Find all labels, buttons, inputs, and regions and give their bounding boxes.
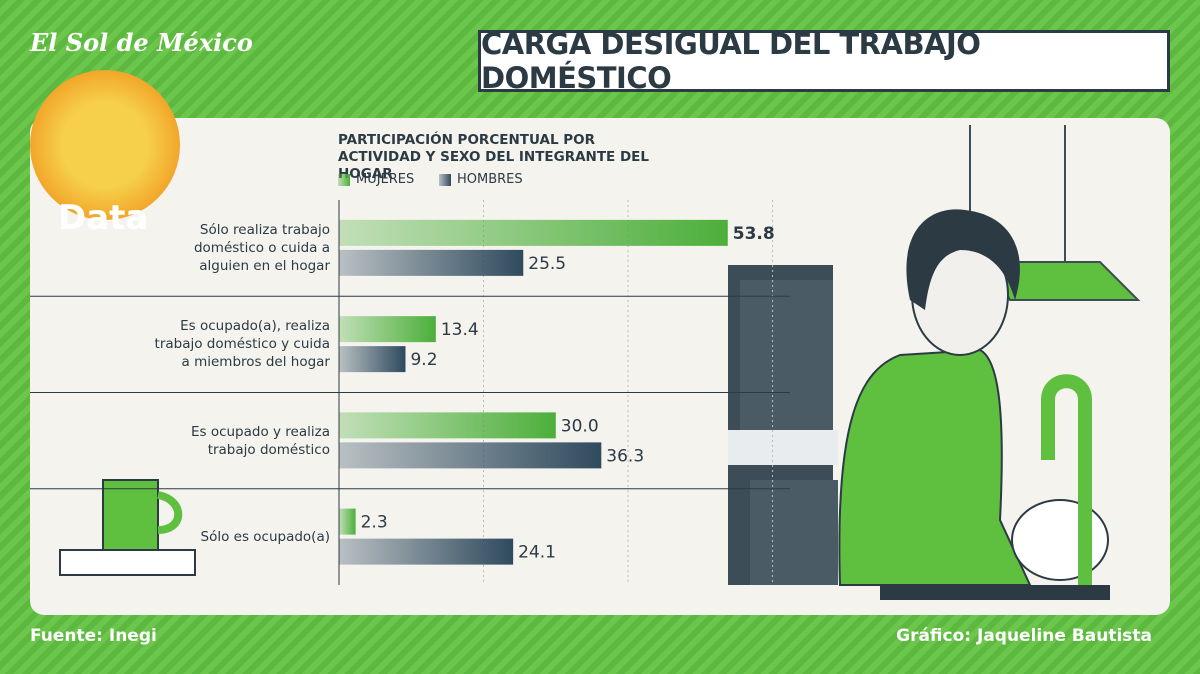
value-label: 25.5 [528,254,566,274]
legend-label: MUJERES [356,172,415,187]
value-label: 24.1 [518,543,556,563]
section: Data [58,198,149,238]
category-label: Es ocupado y realiza trabajo doméstico [190,423,330,458]
category-label: Sólo es ocupado(a) [200,528,330,545]
bar [339,316,436,343]
value-label: 36.3 [606,446,644,466]
illustration [59,125,1141,600]
value-label: 2.3 [361,513,388,533]
value-label: 53.8 [733,224,775,244]
bar [339,346,406,373]
bar [339,538,514,565]
value-label: 13.4 [441,320,479,340]
bar [339,249,524,276]
bar [339,442,602,469]
category-label: Es ocupado(a), realiza trabajo doméstico… [154,318,330,371]
bar [339,508,356,535]
bar [339,412,556,439]
credit: Gráfico: Jaqueline Bautista [896,626,1152,646]
bar [339,219,728,246]
logo-circle [30,70,180,220]
value-label: 30.0 [561,416,599,436]
source: Fuente: Inegi [30,626,157,646]
brand: El Sol de México [30,28,253,57]
value-label: 9.2 [410,350,437,370]
subtitle: PARTICIPACIÓN PORCENTUAL POR ACTIVIDAD Y… [338,132,650,182]
category-label: Sólo realiza trabajo doméstico o cuida a… [193,222,330,275]
legend-swatch [439,174,451,186]
legend-swatch [338,174,350,186]
title: CARGA DESIGUAL DEL TRABAJO DOMÉSTICO [478,27,1170,95]
legend-label: HOMBRES [457,172,523,187]
